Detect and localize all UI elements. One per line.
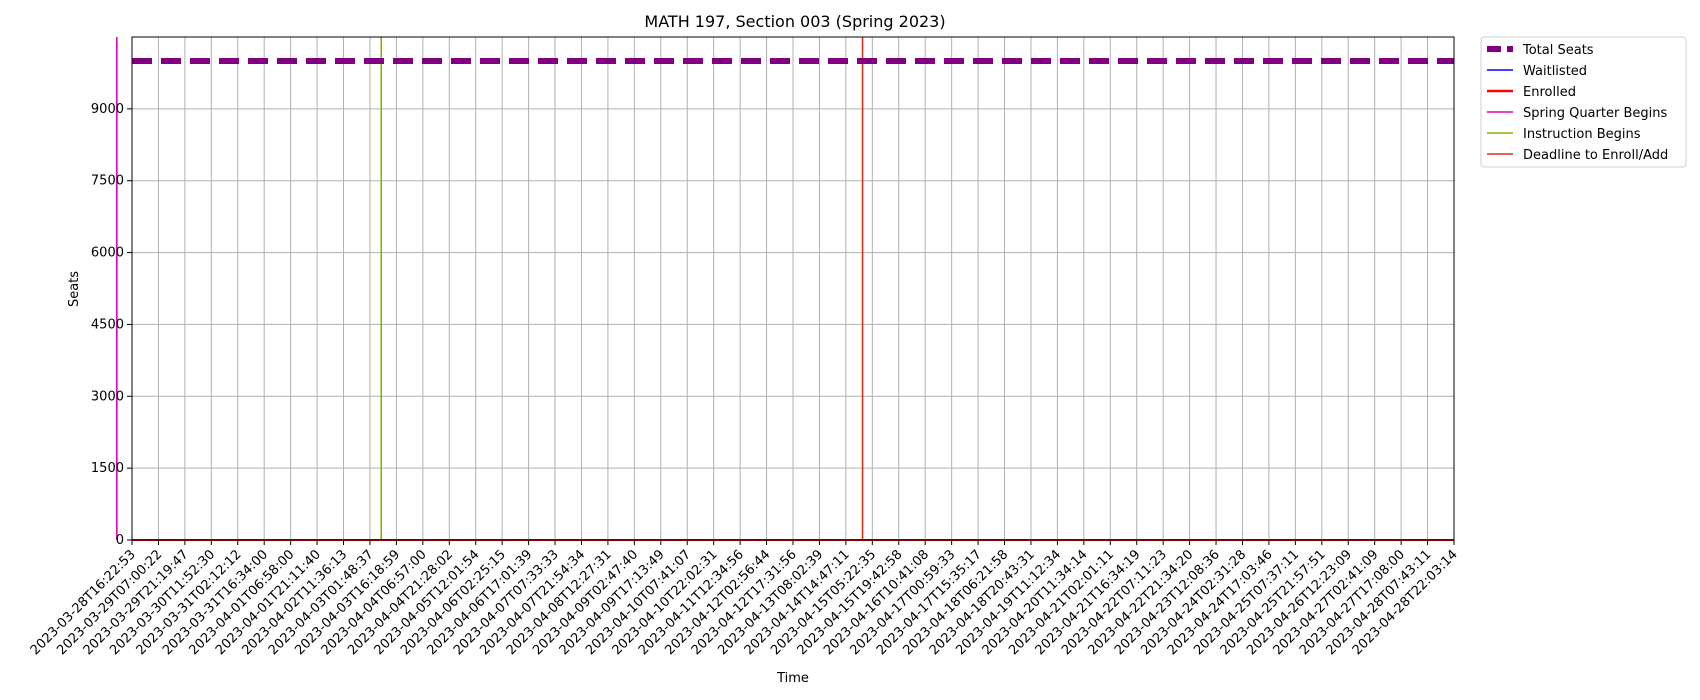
y-tick-label: 6000	[91, 246, 124, 261]
legend-label: Enrolled	[1523, 85, 1576, 100]
y-tick-label: 7500	[91, 174, 124, 189]
x-axis-ticks: 2023-03-28T16:22:532023-03-29T07:00:2220…	[28, 540, 1461, 658]
y-axis-ticks: 0 1500 3000 4500 6000 7500 9000	[91, 102, 132, 548]
y-tick-label: 1500	[91, 461, 124, 476]
y-tick-label: 0	[116, 533, 124, 548]
event-lines	[116, 37, 864, 540]
legend-label: Waitlisted	[1523, 64, 1587, 79]
chart-title: MATH 197, Section 003 (Spring 2023)	[644, 12, 945, 31]
y-axis-title: Seats	[67, 271, 82, 307]
legend-label: Spring Quarter Begins	[1523, 106, 1667, 121]
legend-label: Instruction Begins	[1523, 127, 1641, 142]
legend: Total Seats Waitlisted Enrolled Spring Quar…	[1480, 36, 1687, 168]
legend-box	[1480, 36, 1687, 168]
legend-label: Deadline to Enroll/Add	[1523, 148, 1668, 163]
legend-label: Total Seats	[1522, 43, 1594, 58]
y-tick-label: 9000	[91, 102, 124, 117]
y-tick-label: 4500	[91, 317, 124, 332]
x-axis-title: Time	[776, 671, 809, 686]
y-tick-label: 3000	[91, 389, 124, 404]
